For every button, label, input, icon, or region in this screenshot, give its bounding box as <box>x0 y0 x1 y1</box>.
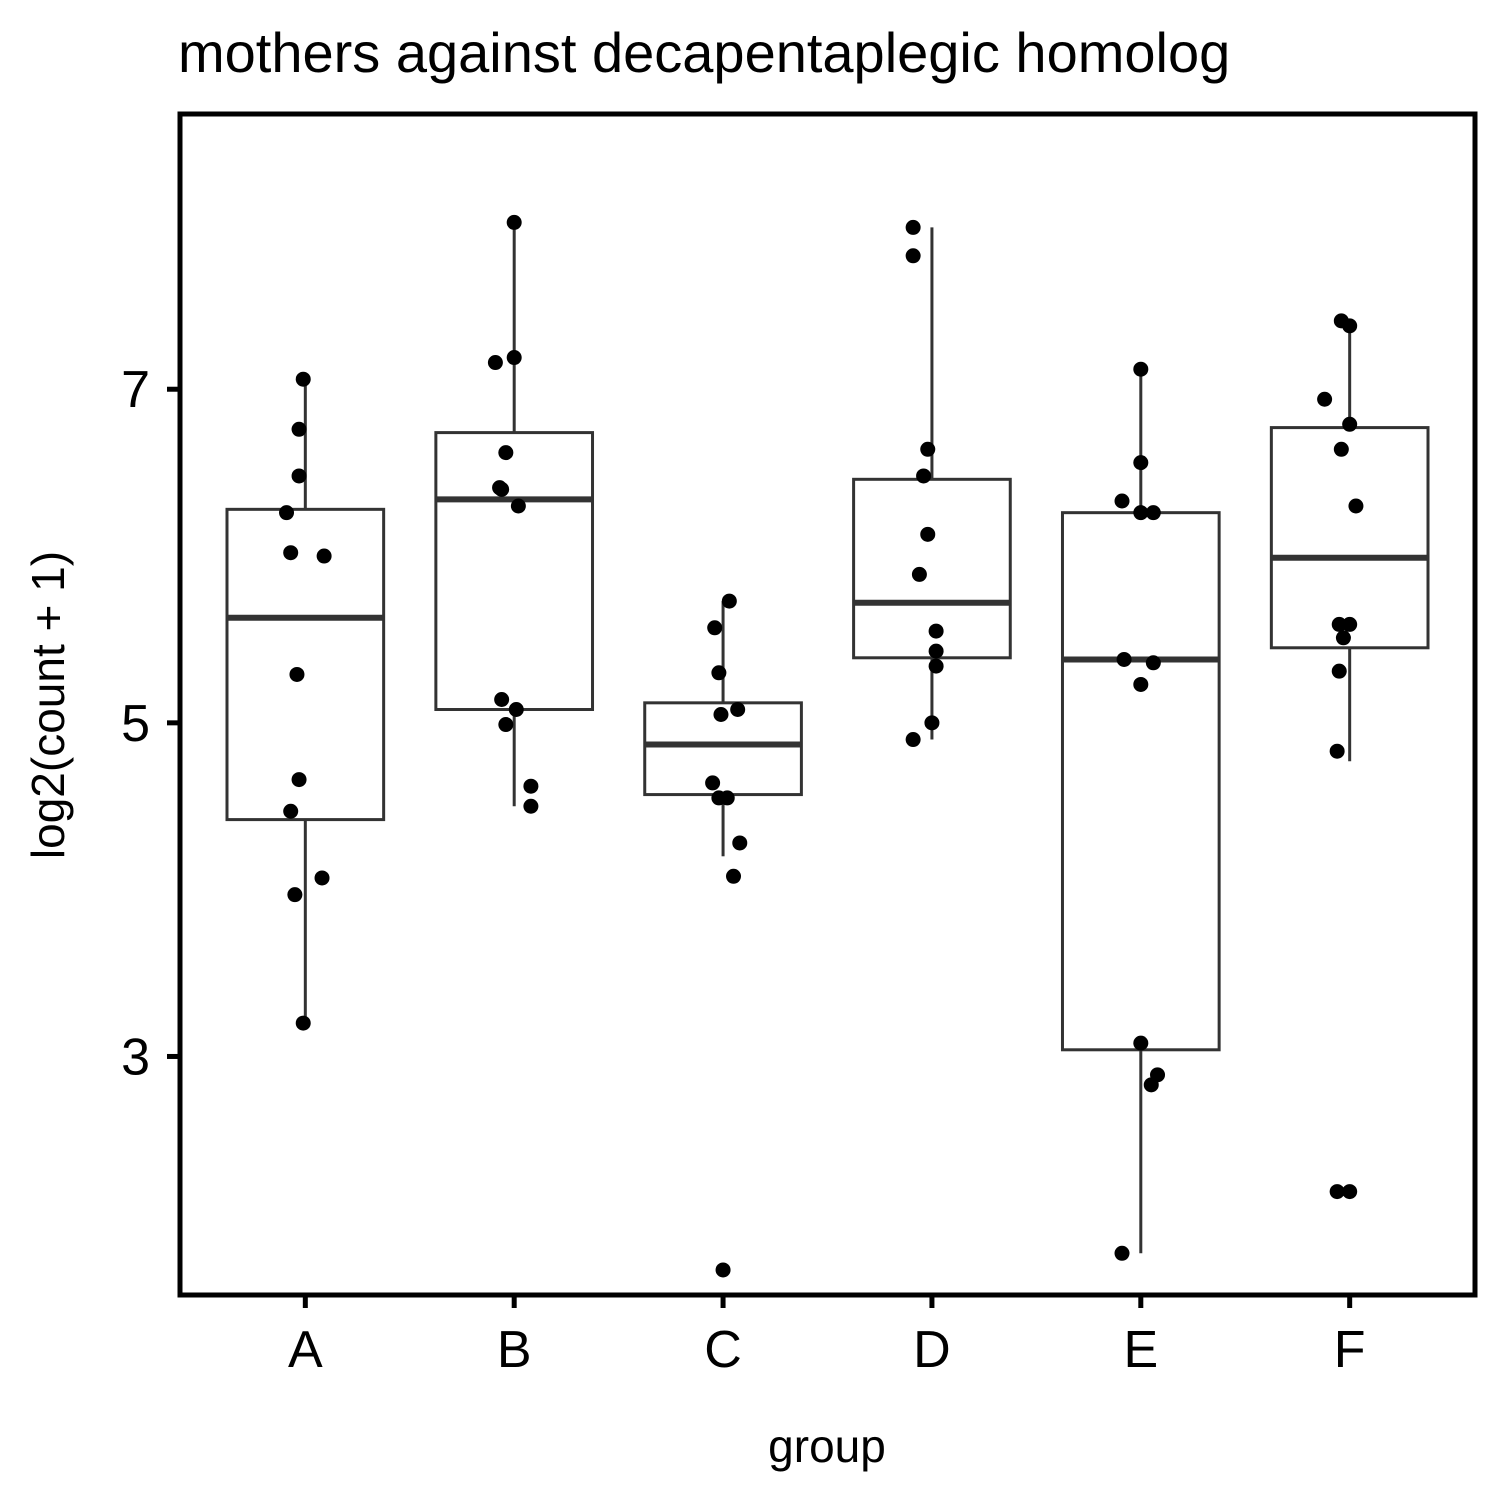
data-point-D <box>905 248 921 264</box>
data-point-F <box>1331 663 1347 679</box>
data-point-B <box>510 498 526 514</box>
data-point-A <box>295 371 311 387</box>
box-A <box>225 379 386 1024</box>
y-axis-title: log2(count + 1) <box>22 551 74 859</box>
data-point-E <box>1133 505 1149 521</box>
data-point-E <box>1114 1245 1130 1261</box>
box-F <box>1269 325 1430 762</box>
data-point-F <box>1317 391 1333 407</box>
y-tick-label-5: 5 <box>121 695 150 753</box>
data-point-E <box>1133 676 1149 692</box>
data-point-A <box>295 1015 311 1031</box>
data-point-C <box>713 707 729 723</box>
data-point-F <box>1342 416 1358 432</box>
data-point-C <box>715 1262 731 1278</box>
plot-panel-border <box>177 111 1478 1298</box>
data-point-F <box>1342 616 1358 632</box>
box-rect-E <box>1060 511 1221 1052</box>
y-tick-label-3: 3 <box>121 1028 150 1086</box>
data-point-C <box>707 620 723 636</box>
data-point-D <box>920 441 936 457</box>
data-point-E <box>1133 1035 1149 1051</box>
data-point-B <box>494 691 510 707</box>
data-point-D <box>905 219 921 235</box>
box-rect-B <box>434 431 595 712</box>
data-point-A <box>291 772 307 788</box>
data-point-D <box>905 732 921 748</box>
box-rect-A <box>225 507 386 822</box>
plot-layer <box>225 214 1430 1278</box>
data-point-F <box>1342 318 1358 334</box>
data-point-D <box>920 526 936 542</box>
data-point-F <box>1348 498 1364 514</box>
x-tick-label-B: B <box>497 1321 532 1379</box>
data-point-B <box>498 717 514 733</box>
y-axis: 3 5 7 <box>121 361 180 1086</box>
data-point-F <box>1329 743 1345 759</box>
data-point-F <box>1331 616 1347 632</box>
x-axis-title: group <box>768 1420 886 1472</box>
x-tick-label-D: D <box>913 1321 951 1379</box>
jitter-points <box>279 214 1364 1278</box>
data-point-A <box>283 545 299 561</box>
data-point-A <box>314 870 330 886</box>
data-point-B <box>506 214 522 230</box>
x-tick-label-F: F <box>1334 1321 1366 1379</box>
x-tick-label-A: A <box>288 1321 323 1379</box>
data-point-E <box>1133 455 1149 471</box>
data-point-F <box>1342 1184 1358 1200</box>
data-point-A <box>287 887 303 903</box>
data-point-D <box>928 623 944 639</box>
data-point-F <box>1329 1184 1345 1200</box>
data-point-C <box>721 593 737 609</box>
data-point-C <box>711 665 727 681</box>
x-tick-label-E: E <box>1123 1321 1158 1379</box>
data-point-A <box>279 505 295 521</box>
data-point-D <box>916 468 932 484</box>
data-point-E <box>1116 651 1132 667</box>
data-point-B <box>508 702 524 718</box>
data-point-D <box>924 715 940 731</box>
data-point-E <box>1145 505 1161 521</box>
data-point-F <box>1333 441 1349 457</box>
data-point-A <box>289 666 305 682</box>
data-point-C <box>732 835 748 851</box>
data-point-B <box>523 778 539 794</box>
data-point-B <box>487 355 503 371</box>
data-point-D <box>911 566 927 582</box>
data-point-E <box>1145 655 1161 671</box>
data-point-D <box>928 658 944 674</box>
chart-title: mothers against decapentaplegic homolog <box>178 21 1230 84</box>
data-point-C <box>719 790 735 806</box>
data-point-B <box>494 481 510 497</box>
data-point-E <box>1133 361 1149 377</box>
box-C <box>643 601 803 857</box>
box-E <box>1060 369 1221 1254</box>
data-point-E <box>1114 493 1130 509</box>
x-tick-label-C: C <box>704 1321 742 1379</box>
y-tick-label-7: 7 <box>121 361 150 419</box>
data-point-B <box>498 445 514 461</box>
data-point-A <box>291 468 307 484</box>
data-point-E <box>1143 1077 1159 1093</box>
data-point-B <box>506 350 522 366</box>
box-rect-F <box>1269 426 1430 650</box>
x-axis: A B C D E F <box>288 1295 1366 1379</box>
box-B <box>434 222 595 807</box>
data-point-C <box>726 868 742 884</box>
data-point-A <box>291 421 307 437</box>
data-point-F <box>1335 630 1351 646</box>
data-point-C <box>730 702 746 718</box>
data-point-B <box>523 798 539 814</box>
data-point-A <box>316 548 332 564</box>
data-point-C <box>705 775 721 791</box>
data-point-D <box>928 643 944 659</box>
data-point-A <box>283 803 299 819</box>
